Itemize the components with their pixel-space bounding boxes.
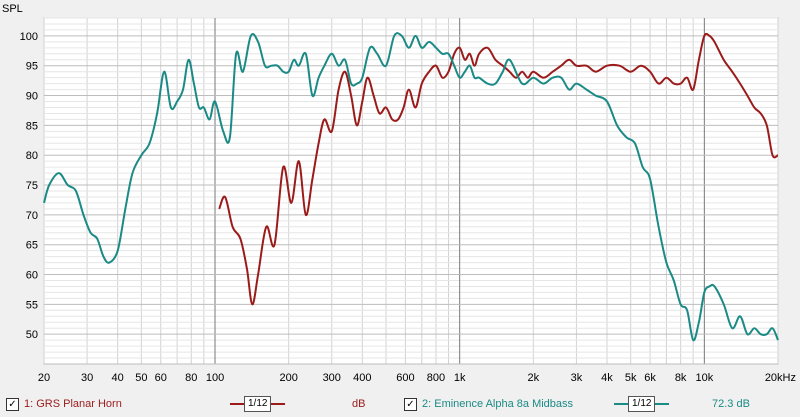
x-tick-label: 20 [38, 372, 50, 384]
x-tick-label: 60 [155, 372, 167, 384]
series-2-label: 2: Eminence Alpha 8a Midbass [422, 398, 574, 410]
x-tick-label: 800 [427, 372, 445, 384]
x-tick-label: 10k [695, 372, 713, 384]
x-tick-label: 20kHz [765, 372, 796, 384]
series-1-smoothing-value[interactable]: 1/12 [244, 396, 272, 412]
series-2-smoothing[interactable]: 1/12 [614, 395, 670, 413]
x-tick-label: 4k [601, 372, 613, 384]
y-tick-label: 55 [26, 299, 38, 311]
series-1-line [218, 32, 779, 306]
y-tick-label: 60 [26, 270, 38, 282]
x-tick-label: 400 [353, 372, 371, 384]
series-2-smoothing-value[interactable]: 1/12 [628, 396, 656, 412]
y-tick-label: 90 [26, 91, 38, 103]
series-1-line-swatch [230, 403, 244, 405]
series-1-smoothing[interactable]: 1/12 [230, 395, 286, 413]
x-tick-label: 5k [625, 372, 637, 384]
y-tick-label: 75 [26, 180, 38, 192]
series-2-value-text: 72.3 dB [712, 398, 750, 410]
y-tick-label: 95 [26, 61, 38, 73]
series-1-line-swatch-right [271, 403, 286, 405]
x-tick-label: 2k [528, 372, 540, 384]
x-tick-label: 1k [454, 372, 466, 384]
series-1-checkbox[interactable]: ✓ [6, 397, 19, 411]
x-tick-label: 100 [206, 372, 224, 384]
x-tick-label: 50 [135, 372, 147, 384]
y-tick-label: 85 [26, 120, 38, 132]
series-2-line-swatch [614, 403, 628, 405]
x-tick-label: 40 [112, 372, 124, 384]
series-1-unit: dB [352, 395, 365, 413]
legend-series-1[interactable]: ✓ 1: GRS Planar Horn [6, 395, 122, 413]
x-tick-label: 30 [81, 372, 93, 384]
x-tick-label: 3k [571, 372, 583, 384]
series-1-label: 1: GRS Planar Horn [24, 398, 122, 410]
series-2-value: 72.3 dB [712, 395, 750, 413]
x-tick-label: 8k [675, 372, 687, 384]
y-tick-label: 100 [20, 31, 38, 43]
y-tick-label: 70 [26, 210, 38, 222]
x-tick-label: 600 [396, 372, 414, 384]
series-2-line-swatch-right [655, 403, 670, 405]
legend-series-2[interactable]: ✓ 2: Eminence Alpha 8a Midbass [404, 395, 573, 413]
series-2-checkbox[interactable]: ✓ [404, 397, 417, 411]
x-tick-label: 200 [279, 372, 297, 384]
y-tick-label: 80 [26, 150, 38, 162]
series-2-line [43, 32, 779, 342]
x-tick-label: 300 [323, 372, 341, 384]
y-tick-label: 65 [26, 240, 38, 252]
x-tick-label: 80 [185, 372, 197, 384]
series-1-unit-text: dB [352, 398, 366, 410]
x-tick-label: 6k [644, 372, 656, 384]
frequency-response-chart: 50 55 60 65 70 75 80 85 90 95 100 20 30 40 50 60 80 100 2… [2, 3, 796, 384]
y-tick-label: 50 [26, 329, 38, 341]
y-axis-label: SPL [2, 3, 23, 15]
